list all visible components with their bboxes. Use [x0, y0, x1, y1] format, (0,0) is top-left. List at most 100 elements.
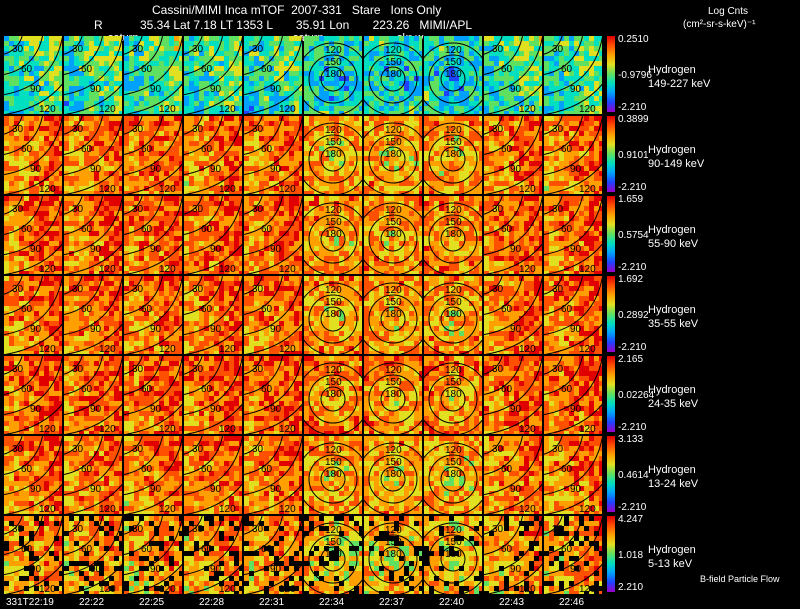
heatmap-cell [234, 271, 239, 274]
heatmap-cell [59, 266, 62, 271]
contour-line [64, 243, 122, 274]
heatmap-cell [4, 106, 9, 111]
heatmap-cell [79, 61, 84, 66]
heatmap-cell [384, 171, 389, 176]
heatmap-cell [104, 266, 109, 271]
contour-label: 120 [279, 104, 296, 114]
heatmap-cell [304, 126, 309, 131]
heatmap-cell [249, 191, 254, 194]
heatmap-cell [579, 126, 584, 131]
heatmap-cell [209, 36, 214, 41]
heatmap-cell [119, 256, 122, 261]
heatmap-cell [494, 141, 499, 146]
heatmap-cell [484, 141, 489, 146]
heatmap-cell [124, 251, 129, 256]
heatmap-cell [279, 231, 284, 236]
heatmap-cell [64, 216, 69, 221]
heatmap-cell [339, 56, 344, 61]
heatmap-cell [9, 56, 14, 61]
heatmap-cell [394, 46, 399, 51]
heatmap-cell [379, 56, 384, 61]
heatmap-cell [9, 36, 14, 41]
heatmap-cell [169, 266, 174, 271]
contour-label: 90 [570, 164, 582, 175]
heatmap-cell [529, 126, 534, 131]
heatmap-cell [264, 36, 269, 41]
heatmap-cell [9, 116, 14, 121]
heatmap-cell [314, 116, 319, 121]
heatmap-cell [499, 66, 504, 71]
heatmap-cell [89, 211, 94, 216]
heatmap-cell [519, 161, 524, 166]
heatmap-cell [184, 216, 189, 221]
heatmap-cell [334, 91, 339, 96]
heatmap-cell [319, 176, 324, 181]
heatmap-cell [204, 201, 209, 206]
heatmap-cell [129, 71, 134, 76]
heatmap-cell [274, 216, 279, 221]
heatmap-cell [434, 106, 439, 111]
heatmap-cell [214, 221, 219, 226]
heatmap-cell [59, 56, 62, 61]
contour-label: 150 [445, 57, 462, 68]
heatmap-cell [204, 121, 209, 126]
heatmap-cell [574, 76, 579, 81]
heatmap-cell [544, 136, 549, 141]
heatmap-cell [289, 76, 294, 81]
heatmap-cell [409, 116, 414, 121]
heatmap-cell [549, 106, 554, 111]
heatmap-cell [569, 66, 574, 71]
heatmap-cell [319, 91, 324, 96]
heatmap-cell [209, 126, 214, 131]
contour-line [4, 36, 62, 96]
heatmap-cell [104, 76, 109, 81]
heatmap-cell [59, 91, 62, 96]
heatmap-cell [34, 196, 39, 201]
heatmap-cell [354, 41, 359, 46]
heatmap-cell [29, 206, 34, 211]
heatmap-cell [204, 226, 209, 231]
heatmap-cell [494, 61, 499, 66]
heatmap-cell [529, 61, 534, 66]
heatmap-cell [394, 71, 399, 76]
heatmap-cell [19, 271, 24, 274]
heatmap-cell [349, 111, 354, 114]
heatmap-cell [549, 41, 554, 46]
heatmap-cell [474, 66, 479, 71]
heatmap-cell [519, 106, 524, 111]
heatmap-cell [319, 66, 324, 71]
heatmap-cell [199, 176, 204, 181]
heatmap-cell [189, 116, 194, 121]
heatmap-cell [594, 166, 599, 171]
heatmap-cell [104, 121, 109, 126]
heatmap-cell [489, 186, 494, 191]
heatmap-cell [189, 246, 194, 251]
heatmap-cell [104, 56, 109, 61]
heatmap-cell [54, 241, 59, 246]
heatmap-cell [164, 201, 169, 206]
heatmap-cell [334, 181, 339, 186]
heatmap-cell [534, 131, 539, 136]
heatmap-cell [499, 121, 504, 126]
heatmap-cell [264, 231, 269, 236]
heatmap-cell [554, 176, 559, 181]
heatmap-cell [489, 71, 494, 76]
heatmap-cell [354, 171, 359, 176]
heatmap-cell [44, 236, 49, 241]
heatmap-cell [579, 161, 584, 166]
heatmap-cell [294, 71, 299, 76]
heatmap-cell [249, 96, 254, 101]
heatmap-cell [569, 56, 574, 61]
heatmap-cell [239, 81, 242, 86]
heatmap-cell [429, 96, 434, 101]
heatmap-cell [139, 231, 144, 236]
heatmap-cell [259, 136, 264, 141]
heatmap-cell [19, 151, 24, 156]
heatmap-cell [509, 186, 514, 191]
contour-label: 150 [385, 137, 402, 148]
heatmap-cell [129, 151, 134, 156]
heatmap-cell [254, 241, 259, 246]
heatmap-cell [114, 161, 119, 166]
heatmap-cell [339, 46, 344, 51]
contour-line [424, 122, 482, 194]
